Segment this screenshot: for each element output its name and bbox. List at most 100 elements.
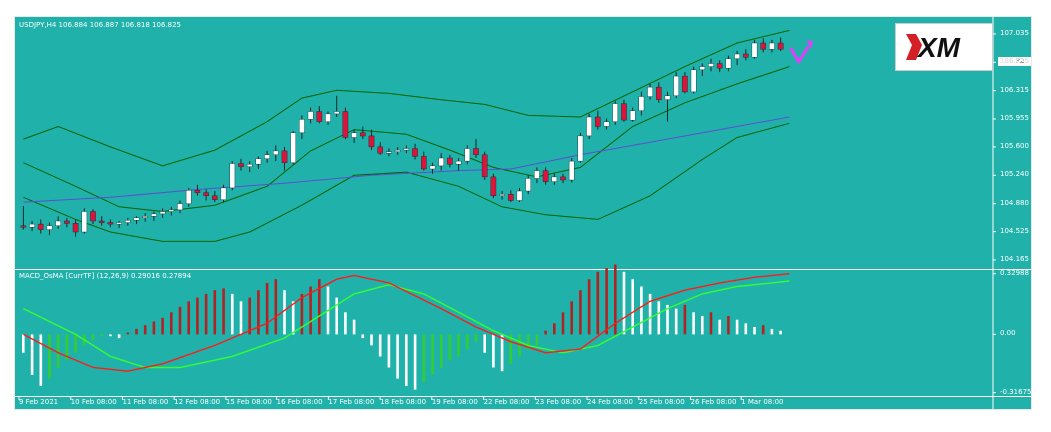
candlestick [64,220,70,224]
price-axis-label: 106.315 [1000,85,1029,94]
moving-average-line [23,116,790,203]
time-axis-label: 18 Feb 08:00 [380,398,427,406]
macd-histogram-bar [196,297,199,335]
macd-histogram-bar [683,304,687,335]
candlestick [421,156,427,170]
time-axis-label: 22 Feb 08:00 [483,398,530,406]
macd-histogram-bar [213,290,217,335]
macd-histogram-bar [39,334,43,386]
time-axis-label: 19 Feb 08:00 [431,398,478,406]
macd-histogram-bar [640,286,643,335]
candlestick [386,151,392,154]
macd-histogram-bar [126,332,130,335]
macd-histogram-bar [265,282,269,335]
candlestick [55,220,61,226]
candlestick [577,135,584,162]
candlestick [29,223,35,228]
candlestick [595,116,601,127]
candlestick [560,176,566,181]
logo-wordmark: XM [916,32,961,63]
macd-histogram-bar [509,334,513,364]
macd-histogram-bar [274,279,278,335]
macd-histogram-bar [344,312,347,335]
candlestick [394,149,401,152]
candlestick [508,193,514,201]
time-axis-label: 25 Feb 08:00 [638,398,685,406]
macd-histogram-bar [770,328,774,335]
candlestick [377,146,384,154]
macd-histogram-bar [735,319,739,335]
candlestick [542,170,549,182]
macd-histogram-bar [56,334,60,368]
candlestick [481,154,488,178]
macd-histogram-bar [587,279,591,335]
chart-canvas[interactable] [15,17,1031,409]
candlestick [325,113,331,123]
candlestick [760,42,766,50]
macd-histogram-bar [152,321,156,335]
time-axis-label: 12 Feb 08:00 [174,398,221,406]
candlestick [412,148,418,157]
candlestick [142,215,148,218]
candlestick [629,110,636,121]
candlestick [716,63,723,69]
candlestick [429,165,436,170]
candlestick [647,86,653,97]
candlestick [151,213,157,217]
current-price-tag: 106.825 [998,57,1031,66]
macd-histogram-bar [483,334,486,353]
macd-histogram-bar [161,317,164,335]
macd-histogram-bar [439,334,443,368]
candlestick [725,58,732,69]
candlestick [133,217,140,221]
candlestick [438,157,445,167]
macd-histogram-bar [570,301,573,335]
candlestick [621,103,627,121]
xm-logo-icon: XM [906,32,961,63]
macd-histogram-bar [526,334,530,350]
macd-histogram-bar [605,268,608,335]
time-axis-label: 9 Feb 2021 [19,398,59,406]
candlestick [316,111,323,122]
macd-histogram-bar [657,301,661,335]
macd-histogram-bar [300,293,304,335]
price-axis-label: 104.165 [1000,254,1029,263]
macd-histogram-bar [65,334,69,361]
macd-histogram-bar [248,297,251,335]
macd-histogram-bar [291,301,295,335]
macd-histogram-bar [761,325,765,335]
candlestick [46,225,53,230]
macd-histogram-bar [648,293,652,335]
candlestick [455,160,462,165]
macd-histogram-bar [109,334,112,337]
macd-histogram-bar [709,312,713,335]
candlestick [238,163,244,167]
time-axis-label: 17 Feb 08:00 [328,398,375,406]
macd-histogram-bar [22,334,25,353]
chart-window[interactable]: USDJPY,H4 106.884 106.887 106.818 106.82… [14,16,1032,410]
candlestick [447,157,453,165]
candlestick [229,163,236,189]
macd-histogram-bar [492,334,495,368]
bollinger-middle-line [23,66,790,213]
price-axis-label: 105.240 [1000,170,1029,179]
candlestick [464,148,471,162]
candlestick [664,95,671,100]
candlestick [751,42,758,58]
candlestick [255,158,262,165]
price-axis-label: 105.955 [1000,113,1029,122]
time-axis-label: 16 Feb 08:00 [276,398,323,406]
candlestick [403,148,410,151]
macd-histogram-bar [187,301,190,335]
candlestick [690,69,697,93]
macd-histogram-bar [352,319,356,335]
macd-histogram-bar [779,330,782,335]
candlestick [72,223,79,233]
macd-histogram-bar [422,334,426,383]
macd-main-line [23,273,790,372]
bollinger-upper-line [23,29,790,167]
price-axis-label: 106.675 [1000,57,1029,66]
macd-histogram-bar [692,312,695,335]
candlestick [333,111,340,115]
macd-histogram-bar [178,306,182,335]
